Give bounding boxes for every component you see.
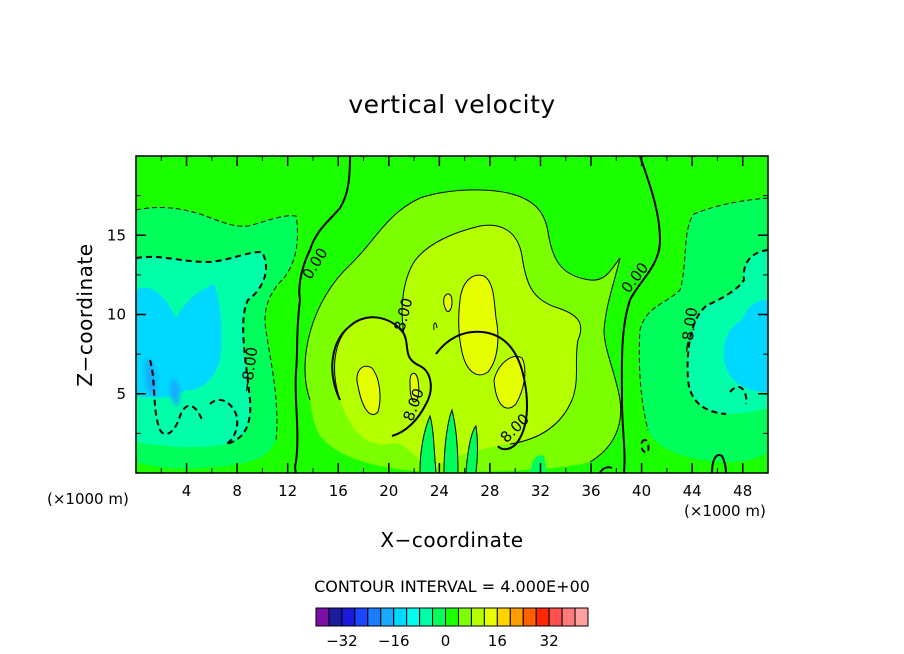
colorbar-swatch bbox=[328, 607, 343, 627]
colorbar-swatch bbox=[483, 607, 498, 627]
contour-field: 0.008.00−8.008.008.000.00−8.00 bbox=[136, 156, 768, 473]
colorbar-swatch bbox=[315, 607, 330, 627]
bottom-streaks-fill bbox=[420, 410, 546, 472]
negative-contours bbox=[136, 197, 768, 441]
colorbar-swatch bbox=[561, 607, 576, 627]
x-tick-label: 12 bbox=[278, 482, 297, 500]
x-tick-label: 40 bbox=[632, 482, 651, 500]
colorbar-swatch bbox=[496, 607, 511, 627]
chart-title: vertical velocity bbox=[348, 90, 555, 119]
colorbar-tick-label: −16 bbox=[378, 632, 410, 650]
y-tick-label: 5 bbox=[116, 385, 126, 403]
positive-contours bbox=[304, 189, 622, 473]
x-tick-label: 36 bbox=[581, 482, 600, 500]
colorbar-swatch bbox=[406, 607, 421, 627]
colorbar-swatch bbox=[393, 607, 408, 627]
colorbar-swatch bbox=[522, 607, 537, 627]
colorbar-tick-label: −32 bbox=[326, 632, 358, 650]
x-tick-label: 16 bbox=[329, 482, 348, 500]
x-tick-label: 20 bbox=[379, 482, 398, 500]
x-tick-label: 44 bbox=[683, 482, 702, 500]
level-12-16-core-a bbox=[458, 275, 498, 375]
colorbar-swatch bbox=[470, 607, 485, 627]
level-12-16-core-c bbox=[494, 356, 525, 409]
level-12-16-core-e bbox=[443, 293, 452, 312]
contour-interval-label: CONTOUR INTERVAL = 4.000E+00 bbox=[314, 577, 590, 596]
colorbar: −32 −16 0 16 32 bbox=[315, 607, 589, 650]
colorbar-swatch bbox=[535, 607, 550, 627]
colorbar-swatch bbox=[548, 607, 563, 627]
colorbar-swatch bbox=[341, 607, 356, 627]
x-tick-label: 28 bbox=[480, 482, 499, 500]
x-tick-label: 32 bbox=[531, 482, 550, 500]
colorbar-swatch bbox=[354, 607, 369, 627]
level-neg12-left-fill bbox=[136, 284, 222, 398]
x-unit-right: (×1000 m) bbox=[684, 502, 766, 520]
y-tick-label: 15 bbox=[107, 226, 126, 244]
colorbar-tick-label: 32 bbox=[540, 632, 559, 650]
level-8-12-fill bbox=[334, 225, 581, 470]
level-12-16-core-d bbox=[410, 373, 419, 402]
x-tick-label: 48 bbox=[733, 482, 752, 500]
y-axis-label: Z−coordinate bbox=[73, 243, 97, 386]
colorbar-tick-label: 16 bbox=[488, 632, 507, 650]
colorbar-swatch bbox=[419, 607, 434, 627]
x-unit-left: (×1000 m) bbox=[47, 490, 129, 508]
x-tick-label: 24 bbox=[430, 482, 449, 500]
negative-contours-heavy bbox=[136, 249, 768, 454]
x-axis-label: X−coordinate bbox=[380, 528, 523, 552]
colorbar-swatch bbox=[367, 607, 382, 627]
colorbar-swatch bbox=[380, 607, 395, 627]
colorbar-swatch bbox=[509, 607, 524, 627]
colorbar-swatch bbox=[574, 607, 589, 627]
level-neg16-left-fill bbox=[145, 359, 180, 406]
colorbar-swatch bbox=[432, 607, 447, 627]
colorbar-tick-label: 0 bbox=[441, 632, 451, 650]
zero-contours bbox=[294, 156, 727, 473]
level-neg12-right-fill bbox=[723, 299, 768, 392]
y-tick-label: 10 bbox=[107, 306, 126, 324]
x-tick-label: 4 bbox=[182, 482, 192, 500]
colorbar-swatch bbox=[445, 607, 459, 627]
colorbar-swatch bbox=[457, 607, 472, 627]
x-tick-label: 8 bbox=[232, 482, 242, 500]
